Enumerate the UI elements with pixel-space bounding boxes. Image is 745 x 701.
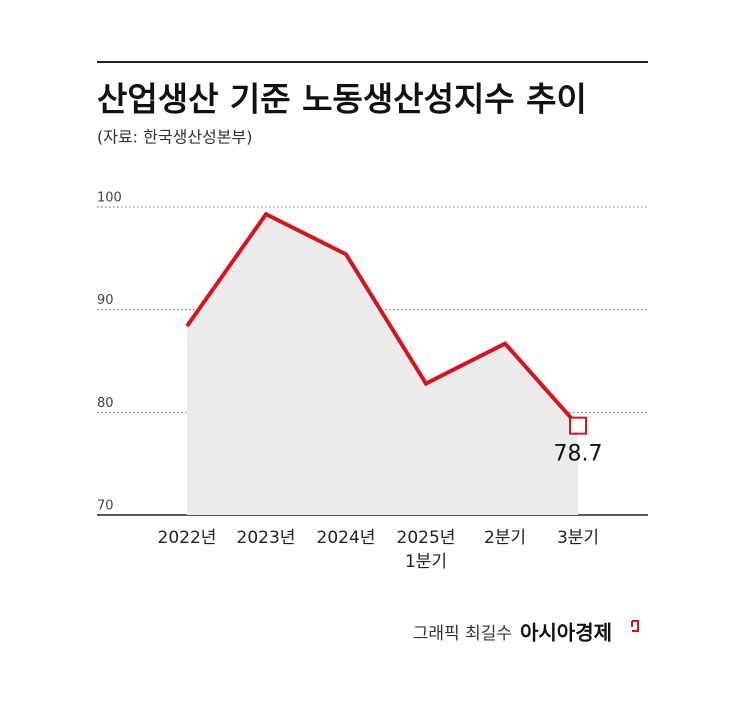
logo-mark <box>631 620 639 632</box>
area <box>187 214 578 516</box>
line <box>185 211 580 428</box>
chart-title: 산업생산 기준 노동생산성지수 추이 <box>97 80 587 119</box>
y-tick-label: 80 <box>97 396 114 411</box>
y-tick-label: 90 <box>97 293 114 308</box>
data-label: 78.7 <box>554 442 603 467</box>
end-marker <box>569 416 587 435</box>
y-tick-label: 100 <box>97 191 122 206</box>
y-tick-label: 70 <box>97 499 114 514</box>
x-tick-label: 2분기 <box>484 528 526 548</box>
x-tick-label: 3분기 <box>557 528 599 548</box>
x-tick-label: 2022년 <box>158 528 217 548</box>
x-tick-label: 2024년 <box>317 528 376 548</box>
credit: 그래픽 최길수 <box>413 624 512 644</box>
publisher: 아시아경제 <box>520 621 612 645</box>
x-tick-label: 2025년 1분기 <box>397 528 456 572</box>
chart-subtitle: (자료: 한국생산성본부) <box>97 128 252 147</box>
x-tick-label: 2023년 <box>237 528 296 548</box>
